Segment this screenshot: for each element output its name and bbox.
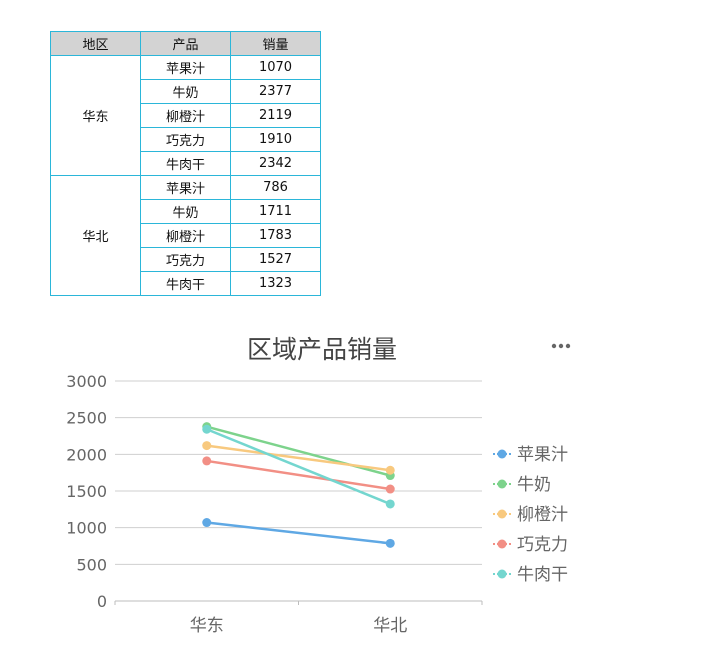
sales-cell: 1711 xyxy=(230,199,321,224)
y-tick-label: 2500 xyxy=(66,409,107,428)
sales-cell: 1783 xyxy=(230,223,321,248)
x-tick-label: 华北 xyxy=(373,616,407,636)
product-cell: 牛奶 xyxy=(140,79,231,104)
product-cell: 牛奶 xyxy=(140,199,231,224)
data-table: 地区 产品 销量 华东 苹果汁 1070 牛奶 2377 柳橙汁 2119 巧克力 1910 牛肉… xyxy=(50,31,321,296)
legend-item[interactable]: 牛肉干 xyxy=(493,565,568,585)
legend-marker-icon xyxy=(497,539,507,549)
table-row: 牛肉干 2342 xyxy=(51,151,321,176)
series-2 xyxy=(202,422,395,481)
data-point[interactable] xyxy=(202,424,212,434)
product-cell: 柳橙汁 xyxy=(140,223,231,248)
product-cell: 牛肉干 xyxy=(140,151,231,176)
chart-title: 区域产品销量 xyxy=(247,335,397,364)
product-cell: 柳橙汁 xyxy=(140,103,231,128)
legend-marker-icon xyxy=(497,509,507,519)
legend-item[interactable]: 苹果汁 xyxy=(493,445,568,465)
sales-cell: 1527 xyxy=(230,247,321,272)
table-row: 巧克力 1910 xyxy=(51,127,321,152)
header-product: 产品 xyxy=(140,31,231,56)
table-row: 柳橙汁 2119 xyxy=(51,103,321,128)
data-point[interactable] xyxy=(202,518,212,528)
product-cell: 苹果汁 xyxy=(140,175,231,200)
data-point[interactable] xyxy=(385,499,395,509)
product-cell: 苹果汁 xyxy=(140,55,231,80)
more-options-icon[interactable] xyxy=(551,343,571,349)
table-row: 牛奶 1711 xyxy=(51,199,321,224)
region-cell: 华东 xyxy=(50,55,141,176)
chart-axes: 0 500 1000 1500 2000 2500 3000 华东 华北 xyxy=(66,372,483,636)
sales-cell: 1070 xyxy=(230,55,321,80)
table-row: 柳橙汁 1783 xyxy=(51,223,321,248)
legend-marker-icon xyxy=(497,479,507,489)
table-header-row: 地区 产品 销量 xyxy=(50,31,321,56)
series-line xyxy=(206,425,391,477)
table-row: 华北 苹果汁 786 xyxy=(50,175,321,296)
sales-cell: 2342 xyxy=(230,151,321,176)
series-line xyxy=(206,459,391,491)
table-row: 牛肉干 1323 xyxy=(51,271,321,296)
legend-label: 牛奶 xyxy=(517,475,551,495)
sales-cell: 1323 xyxy=(230,271,321,296)
legend-label: 牛肉干 xyxy=(517,565,568,585)
legend-item[interactable]: 巧克力 xyxy=(493,535,568,555)
series-line xyxy=(206,521,391,545)
line-chart: 区域产品销量 0 500 1000 1500 2000 2500 3000 华东 华北 苹果汁牛… xyxy=(66,335,571,636)
header-sales: 销量 xyxy=(230,31,321,56)
series-line xyxy=(206,444,391,472)
series-4 xyxy=(202,456,395,494)
legend-item[interactable]: 柳橙汁 xyxy=(493,505,568,525)
legend-marker-icon xyxy=(497,449,507,459)
series-line xyxy=(206,428,391,506)
sales-cell: 2119 xyxy=(230,103,321,128)
sales-cell: 1910 xyxy=(230,127,321,152)
product-cell: 牛肉干 xyxy=(140,271,231,296)
sales-cell: 786 xyxy=(230,175,321,200)
series-layer xyxy=(202,422,395,548)
series-3 xyxy=(202,441,395,475)
y-tick-label: 1000 xyxy=(66,519,107,538)
data-point[interactable] xyxy=(385,465,395,475)
legend-item[interactable]: 牛奶 xyxy=(493,475,551,495)
y-tick-label: 3000 xyxy=(66,372,107,391)
y-tick-label: 0 xyxy=(97,592,107,611)
product-cell: 巧克力 xyxy=(140,247,231,272)
header-region: 地区 xyxy=(50,31,141,56)
legend-label: 苹果汁 xyxy=(517,445,568,465)
series-5 xyxy=(202,424,395,509)
series-1 xyxy=(202,518,395,548)
legend-label: 巧克力 xyxy=(517,535,568,555)
table-row: 牛奶 2377 xyxy=(51,79,321,104)
legend-label: 柳橙汁 xyxy=(517,505,568,525)
table-row: 巧克力 1527 xyxy=(51,247,321,272)
data-point[interactable] xyxy=(385,538,395,548)
x-tick-label: 华东 xyxy=(190,616,224,636)
data-point[interactable] xyxy=(385,484,395,494)
y-tick-label: 1500 xyxy=(66,482,107,501)
sales-cell: 2377 xyxy=(230,79,321,104)
table-body: 华东 苹果汁 1070 牛奶 2377 柳橙汁 2119 巧克力 1910 牛肉干 2342 华北 苹果… xyxy=(50,55,321,296)
data-point[interactable] xyxy=(202,441,212,451)
product-cell: 巧克力 xyxy=(140,127,231,152)
grid-lines xyxy=(115,380,482,565)
y-tick-label: 2000 xyxy=(66,445,107,464)
table-row: 华东 苹果汁 1070 xyxy=(50,55,321,176)
region-cell: 华北 xyxy=(50,175,141,296)
legend-marker-icon xyxy=(497,569,507,579)
y-tick-label: 500 xyxy=(76,555,107,574)
data-point[interactable] xyxy=(202,456,212,466)
